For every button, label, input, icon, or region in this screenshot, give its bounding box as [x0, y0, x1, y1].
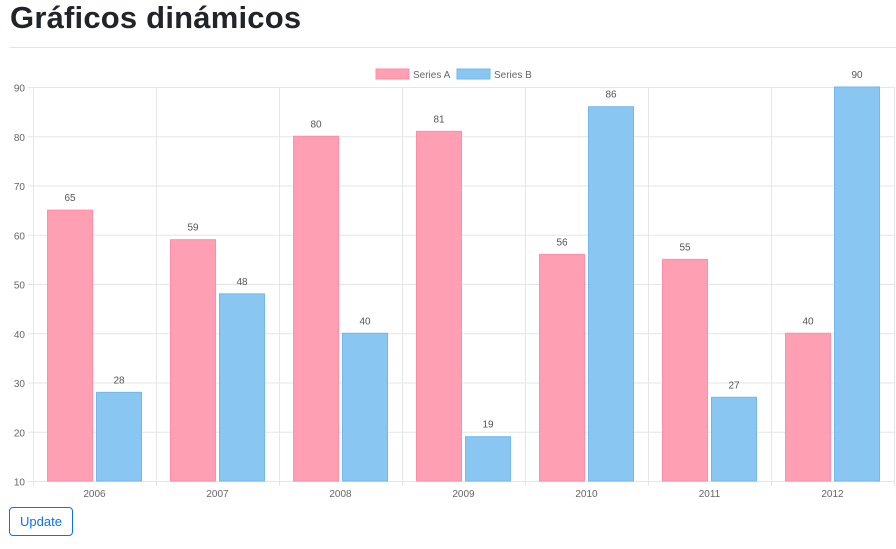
legend-swatch — [456, 68, 491, 80]
data-label: 19 — [482, 420, 494, 431]
legend-label: Series B — [494, 70, 532, 81]
bar-series-a — [170, 239, 216, 482]
x-tick-label: 2012 — [821, 489, 844, 500]
bar-series-b — [834, 86, 880, 482]
x-tick-label: 2011 — [699, 489, 721, 500]
x-tick-label: 2009 — [452, 489, 475, 500]
bar-series-a — [539, 253, 585, 482]
bar-chart: 10 20 30 40 50 60 70 80 90 65 28 2006 59 48 2007 80 40 20… — [0, 58, 896, 506]
bar-series-b — [588, 106, 634, 482]
data-label: 28 — [113, 375, 125, 386]
bar-series-a — [785, 332, 831, 482]
title-divider — [10, 47, 896, 48]
bar-series-b — [711, 396, 757, 482]
page-title: Gráficos dinámicos — [10, 0, 302, 35]
data-label: 90 — [851, 70, 863, 81]
bar-series-a — [662, 258, 708, 482]
bar-series-b — [342, 332, 388, 482]
x-tick-label: 2006 — [83, 489, 106, 500]
chart-canvas: 10 20 30 40 50 60 70 80 90 65 28 2006 59 48 2007 80 40 20… — [14, 68, 895, 500]
data-label: 27 — [728, 380, 740, 391]
data-label: 40 — [359, 316, 371, 327]
y-tick-label: 80 — [14, 133, 26, 144]
bar-series-b — [465, 436, 511, 482]
data-label: 81 — [433, 114, 445, 125]
legend-label: Series A — [413, 70, 451, 81]
y-tick-label: 20 — [14, 428, 26, 439]
data-label: 56 — [556, 237, 568, 248]
data-label: 65 — [64, 193, 76, 204]
y-tick-label: 40 — [14, 330, 26, 341]
data-label: 48 — [236, 277, 248, 288]
update-button[interactable]: Update — [9, 507, 73, 536]
legend-swatch — [375, 68, 410, 80]
data-label: 55 — [679, 242, 691, 253]
y-tick-label: 70 — [14, 182, 26, 193]
x-tick-label: 2007 — [206, 489, 229, 500]
bar-series-a — [416, 130, 462, 482]
x-tick-label: 2008 — [329, 489, 352, 500]
bar-series-a — [293, 135, 339, 482]
x-tick-label: 2010 — [575, 489, 598, 500]
bar-series-a — [47, 209, 93, 482]
y-tick-label: 50 — [14, 281, 26, 292]
data-label: 80 — [310, 119, 322, 130]
y-tick-label: 30 — [14, 379, 26, 390]
y-tick-label: 60 — [14, 231, 26, 242]
y-tick-label: 90 — [14, 84, 26, 95]
data-label: 40 — [802, 316, 814, 327]
data-label: 86 — [605, 90, 617, 101]
bar-series-b — [96, 391, 142, 482]
data-label: 59 — [187, 223, 199, 234]
bar-series-b — [219, 293, 265, 482]
y-tick-label: 10 — [14, 478, 26, 489]
